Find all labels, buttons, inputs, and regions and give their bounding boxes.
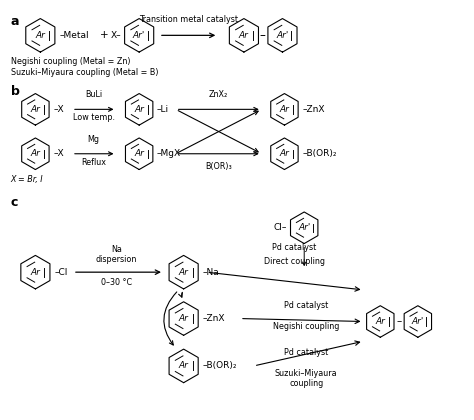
Text: BuLi: BuLi [85, 90, 102, 100]
Text: –Na: –Na [202, 268, 219, 277]
Text: Pd catalyst: Pd catalyst [284, 301, 328, 310]
Text: X–: X– [111, 31, 121, 40]
Text: coupling: coupling [289, 379, 323, 388]
Text: Cl–: Cl– [273, 223, 286, 232]
Text: –B(OR)₂: –B(OR)₂ [302, 149, 337, 158]
Text: –Metal: –Metal [59, 31, 89, 40]
Text: –Li: –Li [157, 105, 169, 114]
Text: –MgX: –MgX [157, 149, 181, 158]
Text: Negishi coupling (Metal = Zn): Negishi coupling (Metal = Zn) [11, 57, 130, 66]
Text: Ar: Ar [134, 105, 144, 114]
Text: Ar: Ar [30, 105, 40, 114]
Text: dispersion: dispersion [96, 255, 137, 264]
Text: –Cl: –Cl [54, 268, 67, 277]
Text: Low temp.: Low temp. [73, 113, 115, 122]
Text: Ar': Ar' [298, 223, 310, 232]
Text: –ZnX: –ZnX [302, 105, 325, 114]
Text: Reflux: Reflux [81, 158, 106, 167]
Text: Pd catalyst: Pd catalyst [284, 348, 328, 357]
Text: Direct coupling: Direct coupling [264, 257, 325, 266]
Text: Ar: Ar [280, 105, 289, 114]
Text: Ar: Ar [179, 362, 189, 370]
Text: Suzuki–Miyaura coupling (Metal = B): Suzuki–Miyaura coupling (Metal = B) [11, 68, 158, 77]
Text: 0–30 °C: 0–30 °C [101, 278, 132, 287]
Text: Ar': Ar' [411, 317, 424, 326]
Text: Pd catalyst: Pd catalyst [272, 244, 317, 252]
Text: Mg: Mg [88, 135, 100, 144]
Text: Ar: Ar [134, 149, 144, 158]
Text: Negishi coupling: Negishi coupling [273, 321, 339, 331]
Text: Ar: Ar [280, 149, 289, 158]
Text: B(OR)₃: B(OR)₃ [205, 162, 232, 171]
Text: Transition metal catalyst: Transition metal catalyst [139, 16, 238, 24]
Text: Ar': Ar' [133, 31, 146, 40]
Text: b: b [11, 85, 19, 98]
Text: Ar': Ar' [276, 31, 289, 40]
Text: –: – [396, 317, 401, 326]
Text: Ar: Ar [30, 149, 40, 158]
Text: Ar: Ar [375, 317, 385, 326]
Text: Suzuki–Miyaura: Suzuki–Miyaura [275, 369, 337, 378]
Text: Ar: Ar [30, 268, 40, 277]
Text: a: a [11, 15, 19, 28]
Text: –X: –X [53, 149, 64, 158]
Text: ZnX₂: ZnX₂ [209, 90, 228, 100]
Text: +: + [100, 30, 109, 40]
Text: –ZnX: –ZnX [202, 314, 225, 323]
Text: –B(OR)₂: –B(OR)₂ [202, 362, 237, 370]
Text: Ar: Ar [179, 268, 189, 277]
Text: Ar: Ar [239, 31, 249, 40]
Text: Ar: Ar [36, 31, 46, 40]
Text: Ar: Ar [179, 314, 189, 323]
Text: Na: Na [111, 245, 122, 255]
Text: X = Br, I: X = Br, I [11, 176, 43, 184]
Text: c: c [11, 196, 18, 209]
Text: –X: –X [53, 105, 64, 114]
Text: –: – [260, 29, 265, 42]
